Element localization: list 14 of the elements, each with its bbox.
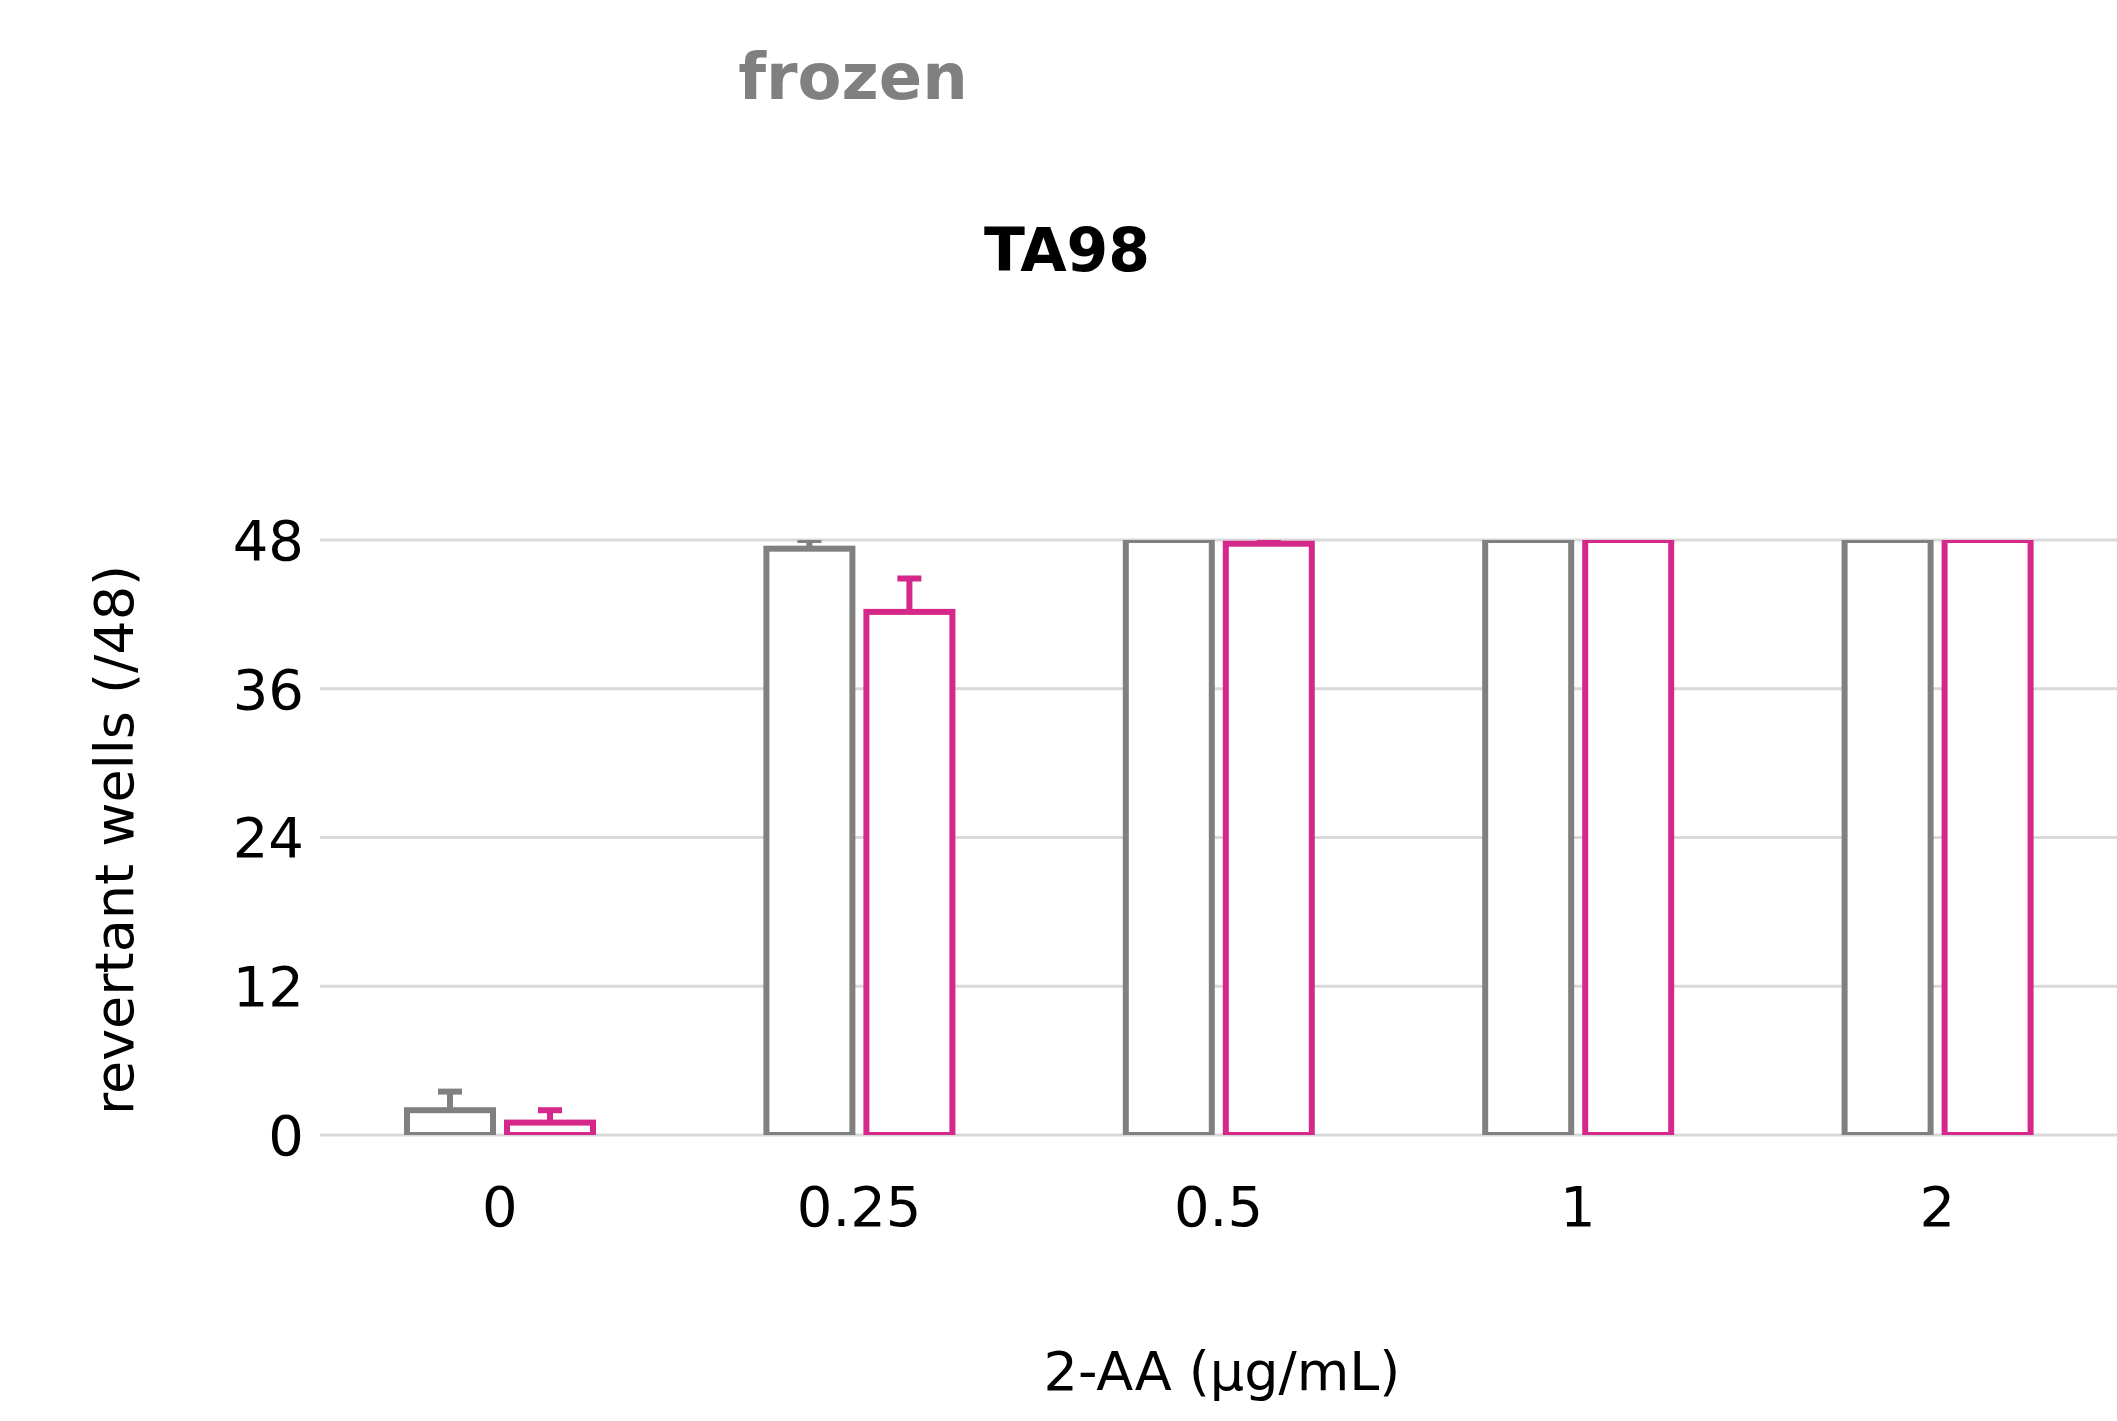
x-tick-label: 0.25: [796, 1173, 922, 1239]
x-tick-label: 0.5: [1173, 1173, 1264, 1239]
chart-title: frozen: [737, 40, 969, 114]
chart-subtitle: TA98: [982, 215, 1152, 285]
y-tick-label: 24: [232, 805, 304, 871]
y-tick-label: 12: [232, 954, 304, 1020]
y-tick-label: 0: [268, 1102, 304, 1168]
y-axis-title: revertant wells (/48): [82, 563, 147, 1118]
x-tick-label: 2: [1919, 1173, 1956, 1239]
x-tick-label: 0: [481, 1173, 518, 1239]
x-tick-label: 1: [1560, 1173, 1596, 1239]
y-tick-label: 48: [232, 507, 304, 573]
y-tick-label: 36: [232, 656, 304, 722]
x-axis-title: 2-AA (µg/mL): [1042, 1340, 1402, 1403]
